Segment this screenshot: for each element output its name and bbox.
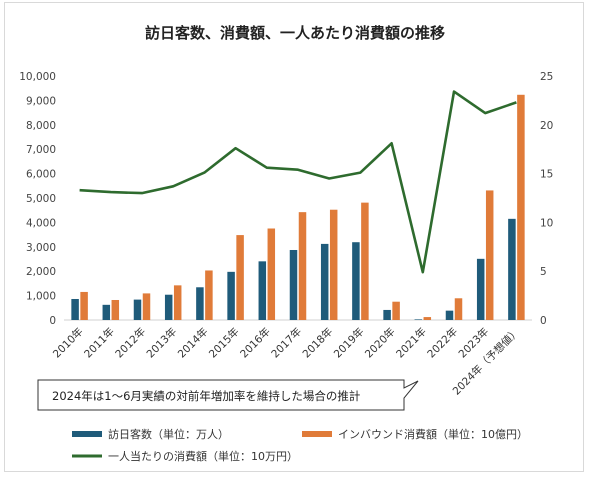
x-tick-label: 2015年 xyxy=(206,325,242,361)
right-tick-label: 25 xyxy=(540,71,553,83)
bar-visitors xyxy=(352,242,360,320)
bar-spending xyxy=(298,212,307,320)
bar-spending xyxy=(111,299,120,320)
x-tick-label: 2013年 xyxy=(144,325,180,361)
bar-spending xyxy=(142,293,151,320)
bar-visitors xyxy=(320,243,329,320)
bars-layer xyxy=(71,94,525,321)
chart-title: 訪日客数、消費額、一人あたり消費額の推移 xyxy=(144,24,445,42)
bar-spending xyxy=(392,301,400,320)
bar-visitors xyxy=(414,319,423,320)
bar-visitors xyxy=(71,298,79,320)
line-layer xyxy=(79,90,517,274)
bar-visitors xyxy=(383,309,391,320)
x-tick-label: 2019年 xyxy=(331,325,367,361)
x-tick-label: 2011年 xyxy=(81,325,117,361)
left-tick-label: 4,000 xyxy=(26,217,56,229)
bar-visitors xyxy=(102,304,111,320)
left-tick-label: 2,000 xyxy=(26,266,56,278)
left-tick-label: 3,000 xyxy=(26,242,56,254)
x-tick-label: 2020年 xyxy=(362,325,398,361)
bar-visitors xyxy=(508,218,516,320)
left-tick-label: 7,000 xyxy=(26,144,56,156)
x-tick-label: 2016年 xyxy=(237,325,273,361)
bar-spending xyxy=(361,202,369,320)
x-tick-label: 2014年 xyxy=(175,325,211,361)
legend-label-spending: インバウンド消費額（単位：10億円） xyxy=(338,427,528,441)
right-tick-label: 15 xyxy=(540,169,553,181)
bar-visitors xyxy=(258,261,267,320)
bar-spending xyxy=(80,291,88,320)
bar-visitors xyxy=(133,299,142,320)
x-tick-label: 2010年 xyxy=(50,325,86,361)
legend-swatch-spending xyxy=(302,431,332,437)
bar-spending xyxy=(329,209,338,320)
left-axis: 0 1,000 2,000 3,000 4,000 5,000 6,000 7,000 8,00… xyxy=(19,71,56,327)
legend: 訪日客数（単位：万人） インバウンド消費額（単位：10億円） 一人当たりの消費額… xyxy=(72,427,528,463)
bar-visitors xyxy=(196,287,204,320)
bar-spending xyxy=(205,270,213,320)
x-tick-label: 2017年 xyxy=(269,325,305,361)
x-tick-label: 2018年 xyxy=(300,325,336,361)
annotation-callout: 2024年は1～6月実績の対前年増加率を維持した場合の推計 xyxy=(37,379,419,411)
annotation-text: 2024年は1～6月実績の対前年増加率を維持した場合の推計 xyxy=(52,389,360,403)
right-tick-label: 10 xyxy=(540,217,553,229)
x-tick-label: 2022年 xyxy=(425,325,461,361)
bar-spending xyxy=(267,228,276,320)
bar-visitors xyxy=(164,294,173,320)
bar-spending xyxy=(236,235,244,320)
legend-swatch-visitors xyxy=(72,431,102,437)
bar-spending xyxy=(517,94,525,321)
left-tick-label: 10,000 xyxy=(19,71,56,83)
bar-visitors xyxy=(445,310,454,320)
left-tick-label: 0 xyxy=(49,315,56,327)
x-tick-label: 2021年 xyxy=(393,325,429,361)
right-tick-label: 0 xyxy=(540,315,547,327)
annotation-box xyxy=(37,379,419,411)
x-tick-label: 2012年 xyxy=(113,325,149,361)
legend-label-visitors: 訪日客数（単位：万人） xyxy=(108,427,229,441)
line-per-capita xyxy=(79,90,517,274)
bar-visitors xyxy=(476,258,485,320)
left-tick-label: 1,000 xyxy=(26,291,56,303)
right-axis: 0 5 10 15 20 25 xyxy=(540,71,553,327)
left-tick-label: 8,000 xyxy=(26,120,56,132)
right-tick-label: 5 xyxy=(540,266,547,278)
bar-visitors xyxy=(227,271,235,320)
legend-label-per-capita: 一人当たりの消費額（単位：10万円） xyxy=(108,449,298,463)
right-tick-label: 20 xyxy=(540,120,553,132)
bar-spending xyxy=(173,285,182,320)
bar-spending xyxy=(454,298,463,320)
bar-visitors xyxy=(289,249,298,320)
bar-spending xyxy=(485,190,494,320)
left-tick-label: 6,000 xyxy=(26,169,56,181)
left-tick-label: 9,000 xyxy=(26,95,56,107)
left-tick-label: 5,000 xyxy=(26,193,56,205)
bar-spending xyxy=(423,317,432,320)
